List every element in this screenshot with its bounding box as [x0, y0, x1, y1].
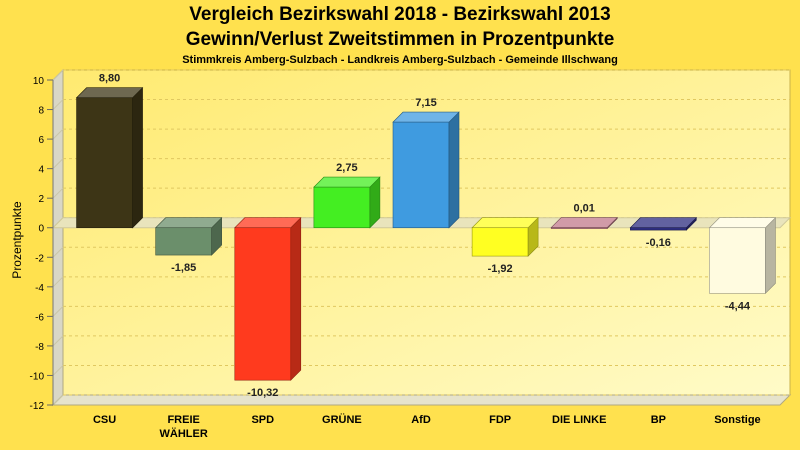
bar-front	[313, 186, 371, 229]
bar-top	[75, 87, 144, 99]
bar-top	[313, 176, 381, 188]
bar-4	[392, 111, 460, 229]
gridline-side	[52, 128, 64, 140]
bar-top	[392, 111, 460, 123]
data-label: 7,15	[415, 97, 436, 109]
data-label: 2,75	[336, 162, 357, 174]
gridline-side	[52, 158, 64, 169]
bar-top	[708, 217, 777, 229]
bar-3	[313, 176, 381, 229]
category-label: BP	[651, 414, 666, 426]
gridline-side	[52, 246, 64, 258]
y-tick-label: 0	[38, 224, 44, 235]
y-tick-label: -10	[30, 371, 45, 382]
y-tick-label: -2	[35, 253, 44, 264]
y-tick-label: -4	[35, 283, 44, 294]
data-label: -0,16	[646, 237, 671, 249]
plot-side-wall	[52, 68, 64, 407]
y-tick-label: 8	[38, 106, 44, 117]
chart-location-subtitle: Stimmkreis Amberg-Sulzbach - Landkreis A…	[182, 54, 618, 66]
bar-6	[550, 216, 618, 230]
bar-front	[155, 227, 212, 256]
bar-top	[471, 217, 539, 229]
bar-side	[290, 217, 302, 381]
data-label: -1,92	[488, 263, 513, 275]
category-label: GRÜNE	[322, 413, 362, 426]
bar-front	[392, 121, 450, 229]
bar-side	[765, 217, 776, 295]
chart-title: Vergleich Bezirkswahl 2018 - Bezirkswahl…	[189, 4, 611, 25]
gridline-side	[52, 306, 64, 317]
category-label: SPD	[251, 414, 274, 426]
chart-subtitle: Gewinn/Verlust Zweitstimmen in Prozentpu…	[185, 29, 615, 50]
bar-top	[234, 217, 302, 229]
bar-top	[550, 217, 618, 228]
bar-2	[234, 217, 302, 381]
category-label: FDP	[489, 414, 511, 426]
y-tick-label: -12	[30, 401, 45, 412]
bar-front	[709, 227, 766, 294]
bar-top	[629, 217, 698, 229]
y-tick-label: 6	[38, 135, 44, 146]
gridline-side	[52, 276, 64, 288]
data-label: -4,44	[725, 300, 751, 312]
gridline-side	[52, 99, 64, 110]
y-tick-label: 2	[38, 194, 44, 205]
y-tick-label: -8	[35, 342, 44, 353]
gridline-side	[52, 365, 64, 376]
category-label: WÄHLER	[160, 427, 208, 440]
bar-side	[448, 111, 460, 229]
gridline-side	[52, 335, 64, 347]
bar-0	[75, 87, 144, 229]
plot-floor	[51, 394, 792, 406]
gridline-side	[52, 394, 64, 406]
bar-8	[708, 217, 777, 295]
bar-front	[76, 97, 133, 229]
category-label: AfD	[411, 414, 431, 426]
category-label: Sonstige	[714, 414, 760, 426]
data-label: -1,85	[171, 262, 196, 274]
y-tick-label: 10	[33, 76, 45, 87]
gridline-side	[52, 69, 64, 81]
bar-1	[154, 217, 223, 256]
bar-7	[629, 217, 698, 231]
category-label: CSU	[93, 414, 116, 426]
category-label: FREIE	[167, 414, 199, 426]
bar-side	[132, 87, 143, 229]
category-label: DIE LINKE	[552, 414, 606, 426]
data-label: 8,80	[99, 73, 120, 85]
data-label: 0,01	[574, 203, 595, 215]
bar-front	[471, 227, 529, 257]
data-label: -10,32	[247, 387, 278, 399]
y-axis-label: Prozentpunkte	[10, 201, 24, 279]
bar-front	[630, 227, 687, 231]
bar-5	[471, 217, 539, 257]
bar-front	[234, 227, 292, 381]
y-tick-label: 4	[38, 165, 44, 176]
y-tick-label: -6	[35, 312, 44, 323]
gridline-side	[52, 187, 64, 199]
bar-top	[154, 217, 223, 229]
